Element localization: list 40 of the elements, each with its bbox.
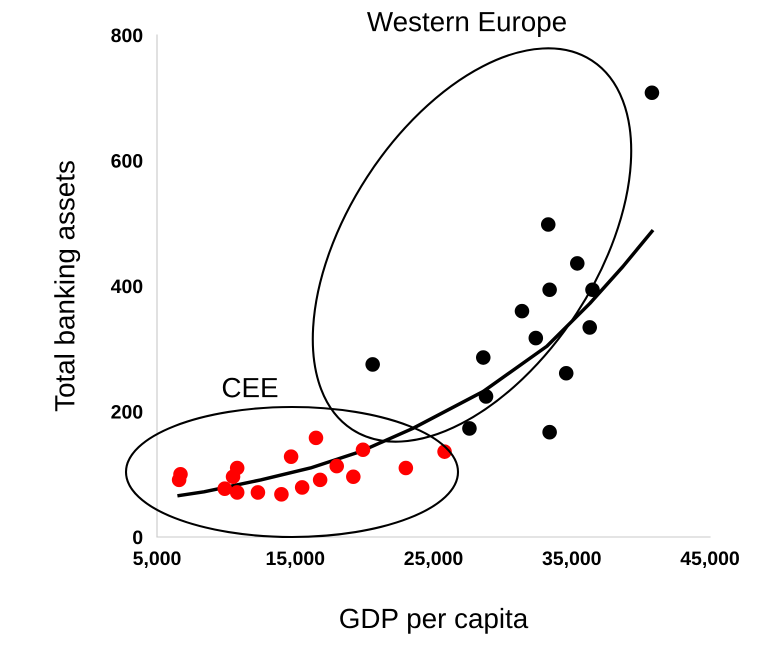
point xyxy=(476,350,491,365)
point xyxy=(308,430,324,446)
point xyxy=(274,487,289,502)
point xyxy=(312,472,328,488)
point xyxy=(398,460,414,476)
point xyxy=(250,485,266,500)
point xyxy=(365,357,380,372)
point xyxy=(217,481,232,496)
x-tick-label: 45,000 xyxy=(680,551,739,568)
point xyxy=(346,469,361,484)
point xyxy=(558,366,574,381)
y-tick-label: 0 xyxy=(133,530,142,544)
point xyxy=(329,458,344,474)
y-axis-title: Total banking assets xyxy=(54,161,80,412)
point xyxy=(226,469,240,484)
x-tick-label: 25,000 xyxy=(404,551,462,568)
point xyxy=(356,442,370,458)
point xyxy=(514,304,530,318)
annotation: Western Europe xyxy=(367,12,566,37)
point xyxy=(542,424,557,440)
point xyxy=(462,421,477,436)
annotation: CEE xyxy=(222,378,278,398)
point xyxy=(570,256,585,271)
x-axis-title: GDP per capita xyxy=(340,608,528,634)
point xyxy=(284,449,298,464)
y-tick-label: 400 xyxy=(110,279,142,294)
point xyxy=(528,330,544,346)
y-tick-label: 200 xyxy=(111,404,142,419)
y-tick-label: 800 xyxy=(111,28,142,42)
point xyxy=(478,389,494,404)
point xyxy=(540,217,556,232)
x-tick-label: 15,000 xyxy=(266,551,324,568)
point xyxy=(294,480,310,495)
point xyxy=(644,85,660,100)
point xyxy=(542,282,557,298)
x-tick-label: 5,000 xyxy=(133,551,181,568)
point xyxy=(230,485,244,500)
x-tick-label: 35,000 xyxy=(542,551,601,568)
point xyxy=(582,320,598,335)
y-tick-label: 600 xyxy=(111,154,142,168)
